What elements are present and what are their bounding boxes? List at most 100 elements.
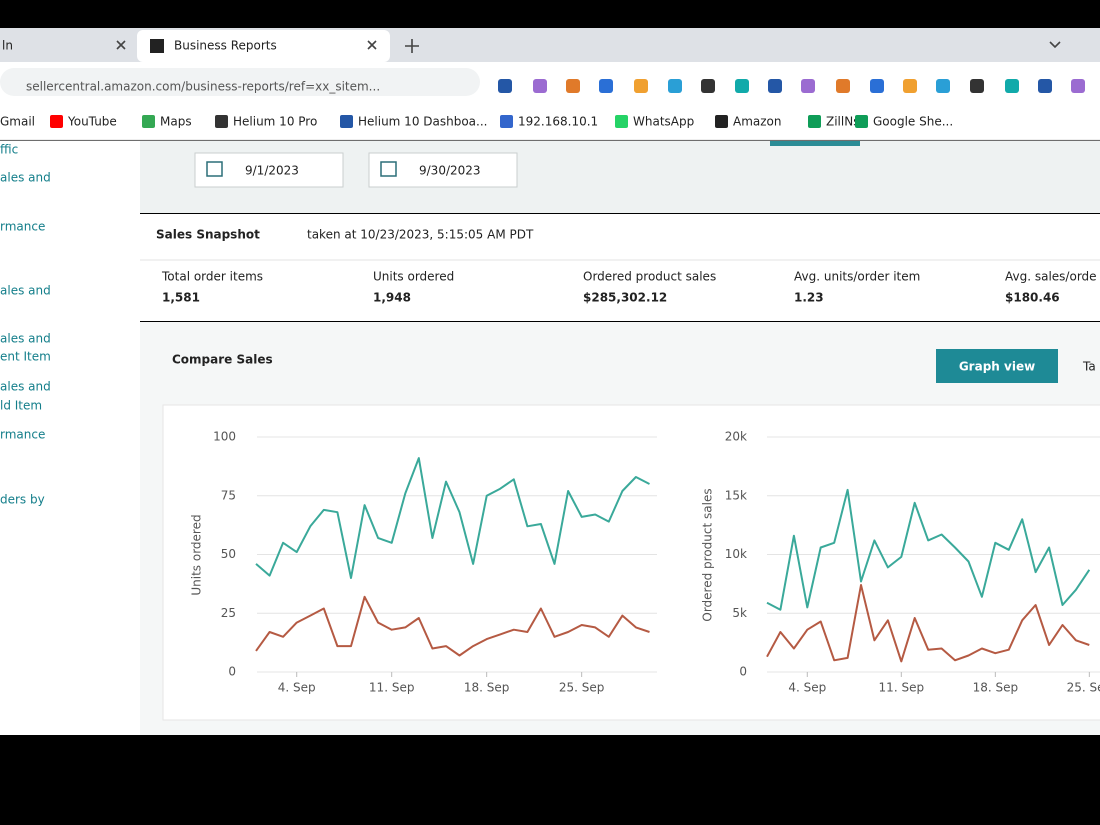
y-tick-label: 20k <box>725 430 747 444</box>
series-line <box>255 595 650 657</box>
bookmark-icon <box>500 115 513 128</box>
button-label[interactable]: Ta <box>1082 360 1096 374</box>
bookmark[interactable]: WhatsApp <box>633 115 694 129</box>
extension-icon[interactable] <box>801 79 815 93</box>
favicon <box>150 39 164 53</box>
chart-card <box>162 404 1100 721</box>
top-bar <box>0 0 1100 28</box>
y-tick-label: 50 <box>221 547 236 561</box>
url-field[interactable] <box>0 68 480 96</box>
y-axis-label: Units ordered <box>190 514 204 595</box>
extension-icon[interactable] <box>566 79 580 93</box>
extension-icon[interactable] <box>836 79 850 93</box>
sidebar-link[interactable]: ales and <box>0 380 51 394</box>
extension-icon[interactable] <box>870 79 884 93</box>
y-tick-label: 10k <box>725 547 747 561</box>
sidebar-link[interactable]: ders by <box>0 493 45 507</box>
metric-value: $180.46 <box>1005 291 1060 305</box>
sidebar-link[interactable]: rmance <box>0 220 45 234</box>
extension-icon[interactable] <box>735 79 749 93</box>
tab-title[interactable]: Business Reports <box>174 39 277 53</box>
x-tick-label: 11. Sep <box>369 681 415 695</box>
button-label[interactable]: Graph view <box>959 360 1035 374</box>
bookmark-icon <box>615 115 628 128</box>
bookmarks-bar <box>0 100 1100 140</box>
extension-icon[interactable] <box>1071 79 1085 93</box>
extension-icon[interactable] <box>498 79 512 93</box>
tab-controls[interactable] <box>116 39 1061 53</box>
metric-value: 1,948 <box>373 291 411 305</box>
sidebar-link[interactable]: ent Item <box>0 350 51 364</box>
sidebar <box>0 141 140 735</box>
extension-icon[interactable] <box>903 79 917 93</box>
bookmark[interactable]: Helium 10 Dashboa... <box>358 115 487 129</box>
x-tick-label: 4. Sep <box>278 681 316 695</box>
calendar-icon[interactable] <box>380 161 397 177</box>
x-tick-label: 25. Sep <box>1067 681 1100 695</box>
sidebar-link[interactable]: rmance <box>0 428 45 442</box>
bookmark[interactable]: Helium 10 Pro <box>233 115 317 129</box>
date-value[interactable]: 9/1/2023 <box>245 164 299 178</box>
bookmark-icon <box>855 115 868 128</box>
bookmark-icon <box>808 115 821 128</box>
bookmark-icon <box>50 115 63 128</box>
bookmark[interactable]: Maps <box>160 115 192 129</box>
series-line <box>766 584 1090 663</box>
bookmark-icon <box>142 115 155 128</box>
bookmark[interactable]: 192.168.10.1 <box>518 115 598 129</box>
sidebar-link[interactable]: ld Item <box>0 399 42 413</box>
date-input[interactable] <box>368 152 518 188</box>
y-tick-label: 0 <box>739 665 747 679</box>
active-tab[interactable] <box>137 30 390 62</box>
x-tick-label: 25. Sep <box>559 681 605 695</box>
bookmark[interactable]: Amazon <box>733 115 782 129</box>
tab-title[interactable]: ln <box>2 39 13 53</box>
metric-label: Avg. units/order item <box>794 270 920 284</box>
metric-label: Ordered product sales <box>583 270 716 284</box>
chart: 4. Sep 11. Sep 18. Sep 25. Sep <box>255 436 657 695</box>
extension-icon[interactable] <box>970 79 984 93</box>
extension-icon[interactable] <box>936 79 950 93</box>
date-input[interactable] <box>194 152 344 188</box>
metric-value: 1,581 <box>162 291 200 305</box>
extension-icon[interactable] <box>668 79 682 93</box>
series-line <box>766 488 1091 611</box>
bookmark[interactable]: Google She... <box>873 115 953 129</box>
snapshot-title: Sales Snapshot <box>156 228 260 242</box>
bookmark[interactable]: YouTube <box>67 115 117 129</box>
compare-title: Compare Sales <box>172 353 273 367</box>
y-tick-label: 0 <box>228 665 236 679</box>
extension-icon[interactable] <box>599 79 613 93</box>
series-line <box>255 457 650 579</box>
sidebar-link[interactable]: ales and <box>0 171 51 185</box>
y-tick-label: 100 <box>213 430 236 444</box>
bookmark-icon <box>215 115 228 128</box>
y-tick-label: 75 <box>221 488 236 502</box>
extension-icon[interactable] <box>768 79 782 93</box>
graph-view-button[interactable] <box>936 349 1058 383</box>
extension-icon[interactable] <box>634 79 648 93</box>
extension-icon[interactable] <box>533 79 547 93</box>
extension-icon[interactable] <box>701 79 715 93</box>
calendar-icon[interactable] <box>206 161 223 177</box>
sidebar-link[interactable]: ffic <box>0 143 18 157</box>
y-tick-label: 25 <box>221 606 236 620</box>
x-tick-label: 18. Sep <box>464 681 510 695</box>
bookmark[interactable]: Gmail <box>0 115 35 129</box>
bookmark-icon <box>715 115 728 128</box>
url[interactable]: sellercentral.amazon.com/business-report… <box>26 80 380 94</box>
snapshot-panel <box>140 214 1100 321</box>
metric-label: Avg. sales/orde <box>1005 270 1097 284</box>
extension-icon[interactable] <box>1038 79 1052 93</box>
y-axis-label: Ordered product sales <box>701 488 715 621</box>
x-tick-label: 11. Sep <box>879 681 925 695</box>
date-value[interactable]: 9/30/2023 <box>419 164 481 178</box>
metric-value: 1.23 <box>794 291 824 305</box>
extension-icon[interactable] <box>1005 79 1019 93</box>
bookmark[interactable]: ZillNs <box>826 115 859 129</box>
sidebar-link[interactable]: ales and <box>0 332 51 346</box>
metric-value: $285,302.12 <box>583 291 667 305</box>
sidebar-link[interactable]: ales and <box>0 284 51 298</box>
